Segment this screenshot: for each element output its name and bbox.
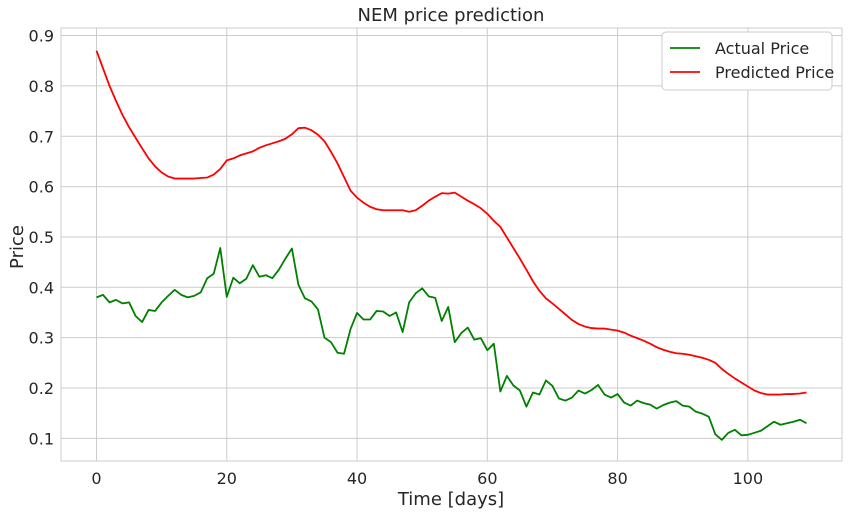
actual-price-line — [96, 247, 807, 441]
legend: Actual Price Predicted Price — [661, 31, 834, 91]
predicted-price-line — [95, 50, 807, 396]
y-tick-label: 0.2 — [29, 379, 54, 398]
plot-area — [61, 28, 842, 461]
y-tick-label: 0.8 — [29, 77, 54, 96]
x-axis-label: Time [days] — [397, 489, 504, 510]
x-tick-label: 0 — [91, 469, 101, 488]
y-tick-label: 0.3 — [29, 329, 54, 348]
chart-title: NEM price prediction — [358, 5, 545, 26]
x-tick-label: 80 — [607, 469, 627, 488]
tick-labels: 0 20 40 60 80 100 0.1 0.2 0.3 0.4 0.5 0.6 0.7 0.8 0.9 — [29, 27, 764, 488]
x-tick-label: 20 — [217, 469, 237, 488]
y-tick-label: 0.1 — [29, 429, 54, 448]
legend-box — [661, 31, 833, 91]
x-tick-label: 60 — [477, 469, 497, 488]
series-layer — [95, 50, 807, 441]
y-tick-label: 0.4 — [29, 278, 54, 297]
y-tick-label: 0.7 — [29, 127, 54, 146]
y-tick-label: 0.9 — [29, 27, 54, 46]
x-tick-label: 100 — [733, 469, 764, 488]
plot-frame — [60, 27, 843, 462]
y-tick-label: 0.6 — [29, 178, 54, 197]
y-tick-label: 0.5 — [29, 228, 54, 247]
legend-label-predicted: Predicted Price — [715, 63, 834, 82]
x-tick-label: 40 — [347, 469, 367, 488]
legend-label-actual: Actual Price — [715, 39, 809, 58]
y-axis-label: Price — [7, 225, 28, 269]
